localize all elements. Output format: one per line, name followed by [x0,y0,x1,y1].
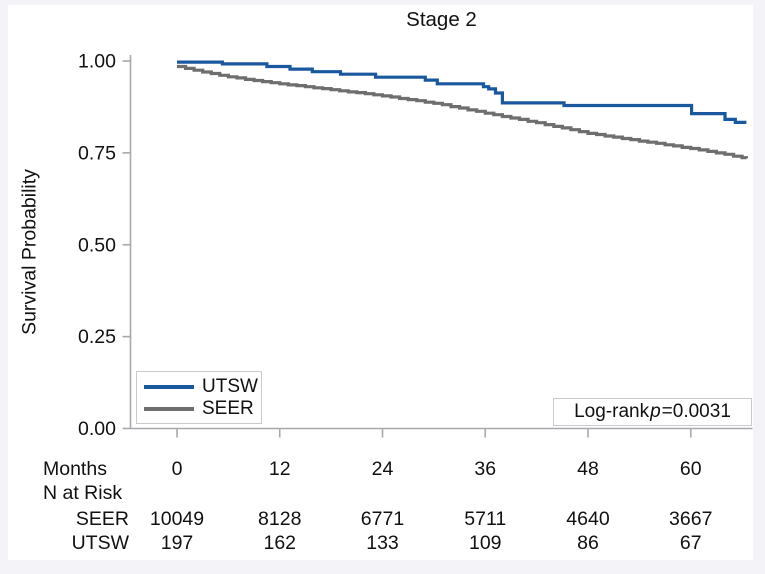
legend-label-utsw: UTSW [202,376,258,397]
page-margin-top [0,0,765,5]
risk-value-utsw: 162 [263,532,296,554]
legend-item-utsw: UTSW [144,376,258,397]
chart-title: Stage 2 [406,8,477,31]
x-tick-label: 48 [577,458,599,480]
risk-value-seer: 10049 [150,508,204,530]
y-tick-label: 0.25 [78,326,116,348]
risk-value-utsw: 197 [161,532,194,554]
y-axis-label: Survival Probability [18,169,41,335]
x-tick-label: 0 [172,458,183,480]
risk-value-seer: 6771 [361,508,404,530]
logrank-value: =0.0031 [661,401,731,422]
x-tick-label: 60 [680,458,702,480]
y-tick-label: 1.00 [78,51,116,73]
risk-value-utsw: 67 [680,532,702,554]
series-utsw-line [177,60,747,124]
risk-row-label-utsw: UTSW [72,532,130,554]
risk-value-seer: 5711 [464,508,506,530]
x-tick-label: 12 [269,458,291,480]
x-tick-label: 36 [474,458,496,480]
risk-value-seer: 8128 [258,508,301,530]
legend-item-seer: SEER [144,399,257,418]
utsw-line-swatch [144,384,194,389]
legend: UTSW SEER [136,371,262,424]
risk-value-utsw: 133 [366,532,399,554]
legend-label-seer: SEER [202,398,254,419]
y-tick-label: 0.50 [78,234,116,256]
page-margin-left [0,0,8,574]
risk-row-label-seer: SEER [76,508,129,530]
series-seer-line [177,64,748,160]
page-margin-bottom [0,560,765,574]
logrank-annotation: Log-rank p =0.0031 [553,398,752,426]
risk-value-utsw: 109 [469,532,502,554]
risk-value-utsw: 86 [577,532,599,554]
risk-value-seer: 4640 [566,508,610,530]
seer-line-swatch [144,406,194,411]
logrank-p-symbol: p [650,401,661,422]
months-row-label: Months [43,458,107,480]
page-margin-right [753,0,765,574]
risk-value-seer: 3667 [669,508,712,530]
y-tick-label: 0.75 [78,142,116,164]
y-tick-label: 0.00 [78,418,116,440]
n-at-risk-label: N at Risk [43,482,122,504]
logrank-prefix: Log-rank [574,401,650,422]
x-tick-label: 24 [372,458,394,480]
